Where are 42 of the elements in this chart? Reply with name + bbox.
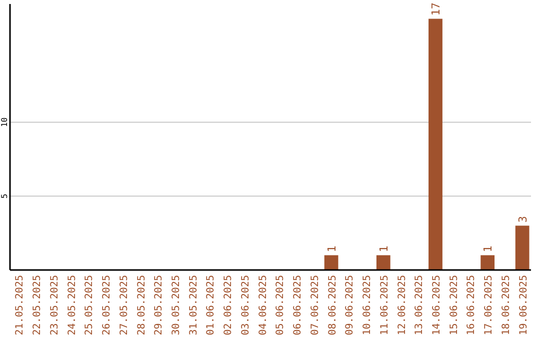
x-tick-label: 06.06.2025 <box>292 275 304 336</box>
x-tick-label: 04.06.2025 <box>258 275 269 336</box>
x-tick-label: 31.05.2025 <box>188 275 200 336</box>
y-tick-label: 5 <box>0 194 9 199</box>
bar <box>376 255 390 270</box>
x-tick-label: 24.05.2025 <box>66 275 78 336</box>
x-tick-label: 21.05.2025 <box>14 275 26 336</box>
x-tick-label: 23.05.2025 <box>49 275 60 336</box>
x-tick-label: 16.06.2025 <box>466 275 478 336</box>
x-tick-label: 17.06.2025 <box>484 275 495 336</box>
bar <box>515 226 530 270</box>
x-tick-label: 12.06.2025 <box>396 275 408 336</box>
bar <box>324 255 338 270</box>
data-label: 1 <box>325 246 338 252</box>
x-tick-label: 28.05.2025 <box>136 275 148 336</box>
x-tick-label: 22.05.2025 <box>32 275 44 336</box>
x-tick-label: 09.06.2025 <box>344 275 356 336</box>
x-tick-label: 07.06.2025 <box>310 275 321 336</box>
x-tick-label: 29.05.2025 <box>154 275 165 336</box>
x-tick-label: 10.06.2025 <box>362 275 374 336</box>
x-tick-label: 15.06.2025 <box>448 275 460 336</box>
x-tick-label: 19.06.2025 <box>518 275 530 336</box>
x-tick-label: 11.06.2025 <box>379 275 390 336</box>
x-tick-label: 27.05.2025 <box>118 275 130 336</box>
x-tick-label: 03.06.2025 <box>240 275 252 336</box>
data-label: 1 <box>377 246 390 252</box>
x-tick-label: 02.06.2025 <box>223 275 234 336</box>
x-tick-label: 08.06.2025 <box>327 275 338 336</box>
x-tick-label: 18.06.2025 <box>500 275 512 336</box>
bar <box>480 255 495 270</box>
x-tick-label: 01.06.2025 <box>206 275 217 336</box>
x-tick-label: 25.05.2025 <box>84 275 96 336</box>
x-tick-label: 26.05.2025 <box>102 275 113 336</box>
bar <box>428 18 442 270</box>
x-tick-label: 13.06.2025 <box>414 275 426 336</box>
x-tick-label: 05.06.2025 <box>275 275 286 336</box>
data-label: 1 <box>482 246 495 252</box>
x-tick-label: 30.05.2025 <box>170 275 182 336</box>
y-tick-label: 10 <box>0 117 9 128</box>
data-label: 17 <box>429 2 442 16</box>
data-label: 3 <box>516 216 530 223</box>
x-tick-label: 14.06.2025 <box>431 275 442 336</box>
